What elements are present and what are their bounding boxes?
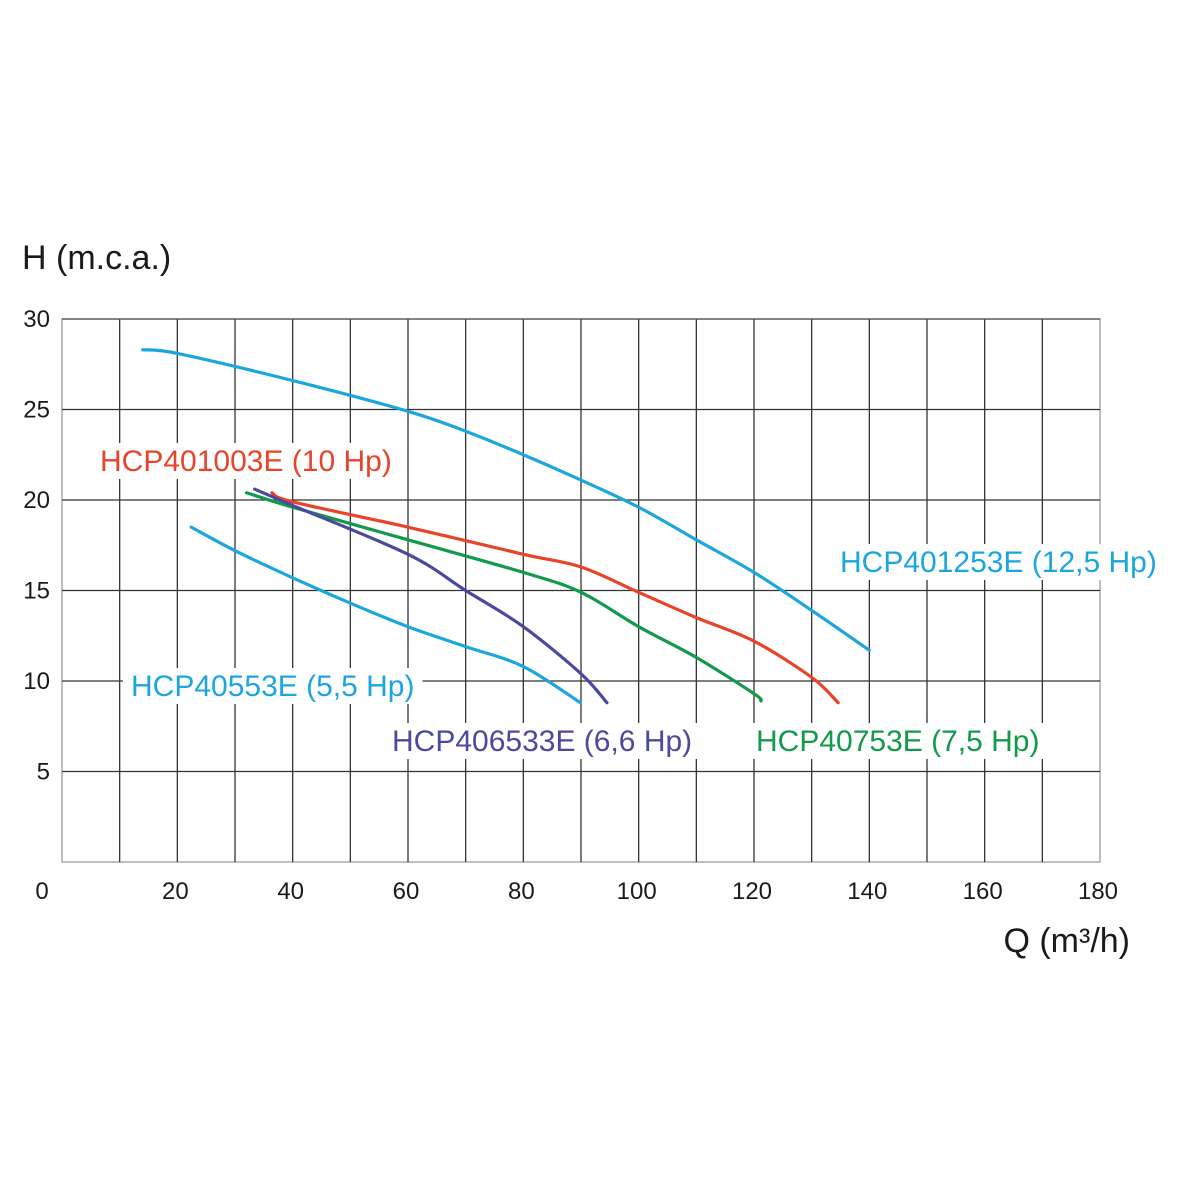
x-tick-label: 100 [617,878,657,905]
label-background [123,668,423,704]
x-tick-label: 0 [35,878,48,905]
label-background [92,443,400,479]
x-tick-label: 80 [508,878,535,905]
x-tick-label: 40 [277,878,304,905]
y-tick-label: 10 [23,668,50,695]
y-tick-label: 30 [23,306,50,333]
x-tick-label: 60 [393,878,420,905]
series-label-hcp401003e: HCP401003E (10 Hp) [100,445,392,478]
x-tick-label: 20 [162,878,189,905]
grid [61,318,1101,863]
label-background [832,544,1165,580]
curve-hcp40753e [244,491,763,703]
curve-hcp406533e [253,487,609,705]
label-background [748,723,1048,759]
label-background [384,723,701,759]
curves [141,348,871,705]
series-label-hcp401253e: HCP401253E (12,5 Hp) [840,546,1157,579]
x-tick-label: 140 [847,878,887,905]
x-tick-label: 180 [1078,878,1118,905]
x-axis-title: Q (m³/h) [1003,922,1130,960]
y-tick-label: 15 [23,578,50,605]
curve-hcp401253e [141,348,871,652]
series-labels: HCP401253E (12,5 Hp) HCP401003E (10 Hp) HC… [92,443,1165,759]
series-label-hcp40553e: HCP40553E (5,5 Hp) [131,670,414,703]
series-label-hcp406533e: HCP406533E (6,6 Hp) [392,725,692,758]
y-tick-label: 5 [37,759,50,786]
curve-hcp401003e [270,491,840,705]
y-axis-title: H (m.c.a.) [22,239,171,277]
tick-labels: 0 20 40 60 80 100 120 140 160 180 5 10 15 20 25 30 [23,306,1118,905]
curve-hcp40553e [189,525,583,705]
x-tick-label: 120 [732,878,772,905]
x-tick-label: 160 [963,878,1003,905]
y-tick-label: 20 [23,487,50,514]
y-tick-label: 25 [23,397,50,424]
series-label-hcp40753e: HCP40753E (7,5 Hp) [756,725,1039,758]
